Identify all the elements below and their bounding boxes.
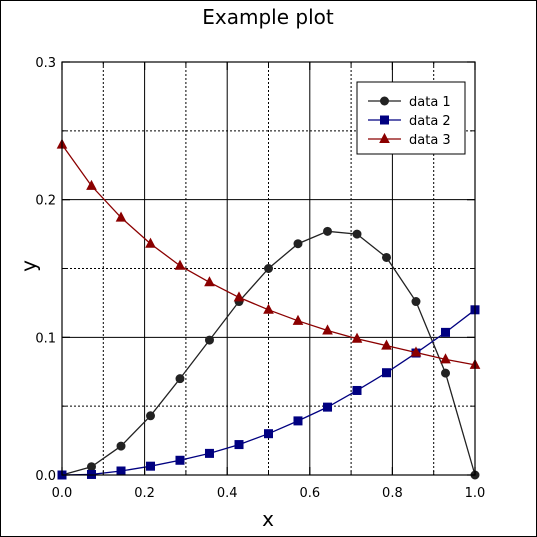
legend-entry-label: data 1 (409, 95, 451, 110)
legend-swatch-marker (380, 115, 389, 125)
chart-title: Example plot (202, 5, 334, 29)
series-1-point (411, 297, 421, 307)
series-3-point (115, 211, 127, 222)
legend-entry-label: data 2 (409, 114, 451, 129)
y-axis-label: y (17, 260, 41, 272)
series-1-point (116, 441, 126, 451)
series-1-point (323, 226, 333, 236)
x-axis-label: x (262, 507, 274, 531)
series-2-point (381, 368, 391, 378)
x-tick-label: 0.6 (299, 486, 320, 501)
series-3-point (351, 332, 363, 343)
x-tick-label: 0.8 (382, 486, 403, 501)
x-tick-label: 0.2 (134, 486, 155, 501)
legend: data 1 data 2 data 3 (356, 81, 466, 155)
series-3-point (410, 346, 422, 357)
series-1-point (352, 229, 362, 239)
series-1-point (264, 264, 273, 273)
series-2-point (352, 385, 362, 395)
axis-ticks: 0.0 0.2 0.4 0.6 0.8 1.0 0.0 0.1 0.2 0.3 (35, 56, 485, 501)
x-tick-label: 0.0 (52, 486, 73, 501)
series-1-point (146, 411, 156, 421)
series-1-point (441, 368, 451, 378)
series-3-point (292, 314, 304, 325)
series-2-point (293, 416, 303, 426)
legend-box (356, 81, 466, 155)
series-3-point (204, 276, 215, 287)
series-3-point (381, 339, 392, 350)
series-2-point (234, 440, 244, 450)
series-2-point (116, 466, 126, 476)
series-1-point (293, 239, 303, 249)
series-3-point (233, 291, 245, 302)
series-2-point (146, 461, 156, 471)
y-tick-label: 0.1 (35, 331, 56, 346)
series-3-point (263, 303, 274, 314)
legend-swatch-marker (379, 132, 390, 143)
y-tick-label: 0.3 (35, 56, 56, 71)
legend-entry-label: data 3 (409, 133, 451, 148)
series-3-point (440, 353, 451, 364)
legend-swatch-marker (380, 96, 389, 106)
series-3-point (145, 237, 156, 248)
x-tick-label: 1.0 (465, 486, 486, 501)
series-2-point (441, 327, 451, 337)
series-1-point (204, 335, 214, 345)
series-3-point (86, 179, 97, 190)
y-tick-label: 0.0 (35, 469, 56, 484)
series-2-point (175, 455, 185, 465)
series-2-point (204, 448, 214, 458)
x-tick-label: 0.4 (217, 486, 238, 501)
series-2-point (264, 429, 273, 439)
series-1-point (86, 462, 96, 472)
series-1-point (381, 252, 391, 262)
series-3 (56, 138, 481, 369)
series-layer (56, 138, 481, 480)
y-tick-label: 0.2 (35, 194, 56, 209)
series-1 (57, 226, 480, 480)
series-3-point (174, 259, 186, 270)
series-2-point (323, 402, 333, 412)
series-3-point (322, 324, 333, 335)
series-1-point (175, 374, 185, 384)
